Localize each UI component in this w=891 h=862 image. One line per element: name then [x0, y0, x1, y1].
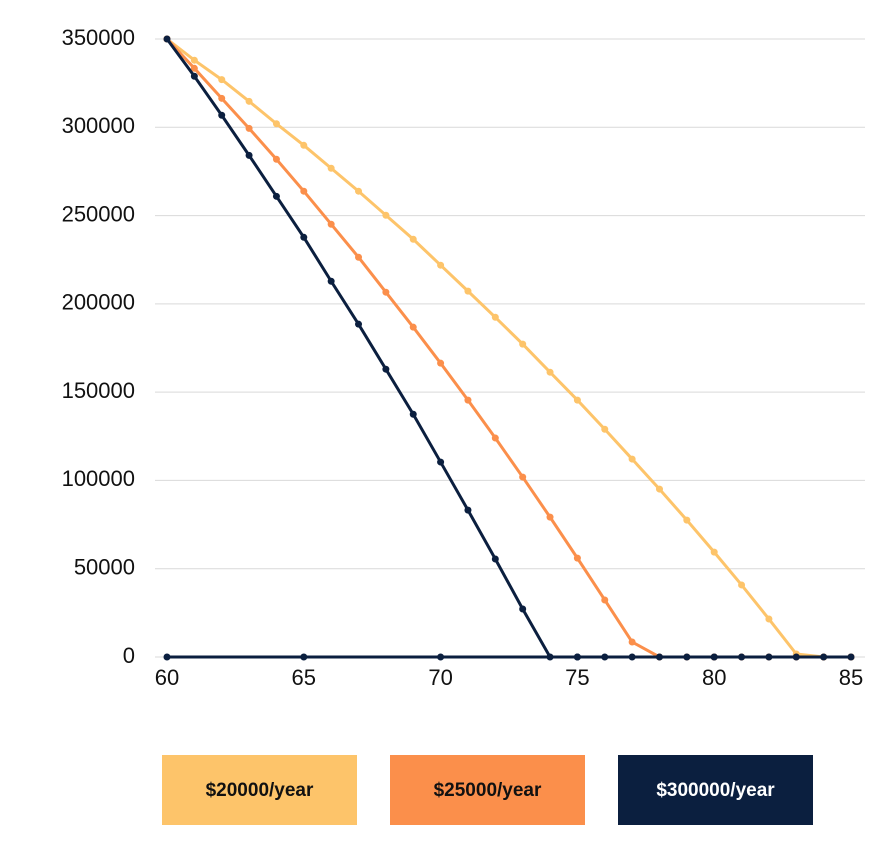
data-point — [847, 653, 855, 661]
data-point — [272, 155, 280, 163]
data-point — [683, 516, 691, 524]
data-point — [300, 187, 308, 195]
data-point — [519, 340, 527, 348]
data-point — [327, 164, 335, 172]
data-point — [738, 581, 746, 589]
data-point — [792, 653, 800, 661]
data-point — [245, 124, 253, 132]
data-point — [655, 653, 663, 661]
data-point — [437, 458, 445, 466]
data-point — [546, 513, 554, 521]
data-point — [355, 253, 363, 261]
data-point — [573, 653, 581, 661]
data-point — [245, 151, 253, 159]
series-line — [166, 37, 851, 659]
data-point — [655, 485, 663, 493]
data-point — [601, 425, 609, 433]
y-tick-label: 200000 — [62, 290, 135, 315]
data-point — [190, 56, 198, 64]
x-tick-mark — [437, 653, 445, 661]
legend-item: $25000/year — [390, 755, 585, 825]
data-point — [437, 359, 445, 367]
y-tick-label: 300000 — [62, 113, 135, 138]
x-tick-mark — [300, 653, 308, 661]
data-point — [190, 64, 198, 72]
y-tick-label: 350000 — [62, 25, 135, 50]
x-tick-label: 70 — [428, 665, 452, 690]
data-point — [382, 211, 390, 219]
data-point — [820, 653, 828, 661]
y-tick-label: 250000 — [62, 201, 135, 226]
y-tick-label: 100000 — [62, 466, 135, 491]
legend-label: $20000/year — [206, 780, 314, 801]
y-tick-label: 150000 — [62, 378, 135, 403]
data-point — [300, 141, 308, 149]
data-point — [491, 434, 499, 442]
legend-swatch — [390, 755, 585, 825]
data-point — [601, 596, 609, 604]
series-line — [165, 38, 851, 659]
legend-label: $300000/year — [656, 780, 775, 801]
data-point — [327, 277, 335, 285]
data-point — [355, 320, 363, 328]
data-point — [491, 555, 499, 563]
data-point — [573, 396, 581, 404]
data-point — [464, 396, 472, 404]
data-point — [628, 653, 636, 661]
data-point — [382, 288, 390, 296]
data-point — [601, 653, 609, 661]
data-point — [300, 233, 308, 241]
data-point — [218, 111, 226, 119]
data-point — [765, 615, 773, 623]
legend-label: $25000/year — [434, 780, 542, 801]
data-point — [409, 323, 417, 331]
data-point — [409, 235, 417, 243]
data-point — [272, 120, 280, 128]
data-point — [327, 220, 335, 228]
x-tick-mark — [163, 653, 171, 661]
x-tick-label: 60 — [155, 665, 179, 690]
data-point — [382, 365, 390, 373]
legend-swatch — [162, 755, 357, 825]
data-point — [491, 313, 499, 321]
data-point — [710, 653, 718, 661]
x-tick-label: 85 — [839, 665, 863, 690]
data-point — [628, 638, 636, 646]
legend-item: $20000/year — [162, 755, 357, 825]
data-point — [218, 94, 226, 102]
data-point — [437, 261, 445, 269]
data-point — [409, 410, 417, 418]
data-point — [738, 653, 746, 661]
x-tick-label: 80 — [702, 665, 726, 690]
data-point — [546, 653, 554, 661]
data-point — [245, 97, 253, 105]
legend-swatch — [618, 755, 813, 825]
data-point — [355, 187, 363, 195]
data-point — [519, 605, 527, 613]
data-point — [190, 72, 198, 80]
x-tick-label: 75 — [565, 665, 589, 690]
y-tick-label: 0 — [123, 643, 135, 668]
data-point — [546, 368, 554, 376]
data-point — [683, 653, 691, 661]
data-point — [272, 192, 280, 200]
data-point — [628, 455, 636, 463]
data-point — [464, 506, 472, 514]
y-tick-label: 50000 — [74, 555, 135, 580]
data-point — [163, 35, 171, 43]
series-line — [165, 37, 851, 659]
data-point — [218, 76, 226, 84]
data-point — [519, 473, 527, 481]
data-point — [765, 653, 773, 661]
data-point — [710, 548, 718, 556]
legend-item: $300000/year — [618, 755, 813, 825]
x-tick-label: 65 — [292, 665, 316, 690]
data-point — [464, 287, 472, 295]
data-point — [573, 554, 581, 562]
